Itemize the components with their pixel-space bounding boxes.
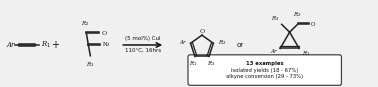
Text: 110°C, 16hrs: 110°C, 16hrs <box>125 47 161 52</box>
Text: R$_1$: R$_1$ <box>189 59 197 68</box>
Text: Ar: Ar <box>179 40 186 45</box>
Text: alkyne conversion (29 - 73%): alkyne conversion (29 - 73%) <box>226 74 303 79</box>
Text: R$_3$: R$_3$ <box>271 14 280 23</box>
Text: R$_3$: R$_3$ <box>86 60 94 69</box>
Text: or: or <box>236 42 243 48</box>
Text: R$_2$: R$_2$ <box>293 11 302 19</box>
Text: O: O <box>311 22 315 27</box>
Text: (5 mol%) CuI: (5 mol%) CuI <box>125 36 161 41</box>
Text: R$_1$: R$_1$ <box>302 49 310 58</box>
Text: R$_2$: R$_2$ <box>218 38 227 47</box>
FancyBboxPatch shape <box>188 55 341 85</box>
Text: N$_2$: N$_2$ <box>102 41 111 49</box>
Text: 13 examples: 13 examples <box>246 61 284 66</box>
Text: isolated yields (18 - 67%): isolated yields (18 - 67%) <box>231 68 298 73</box>
Text: O: O <box>199 29 204 34</box>
Text: Ar: Ar <box>271 49 277 54</box>
Text: R$_2$: R$_2$ <box>81 19 90 28</box>
Text: Ar: Ar <box>7 41 15 49</box>
Text: +: + <box>51 40 59 50</box>
Text: R$_3$: R$_3$ <box>207 59 215 68</box>
Text: O: O <box>101 31 107 36</box>
Text: R$_1$: R$_1$ <box>40 40 51 50</box>
